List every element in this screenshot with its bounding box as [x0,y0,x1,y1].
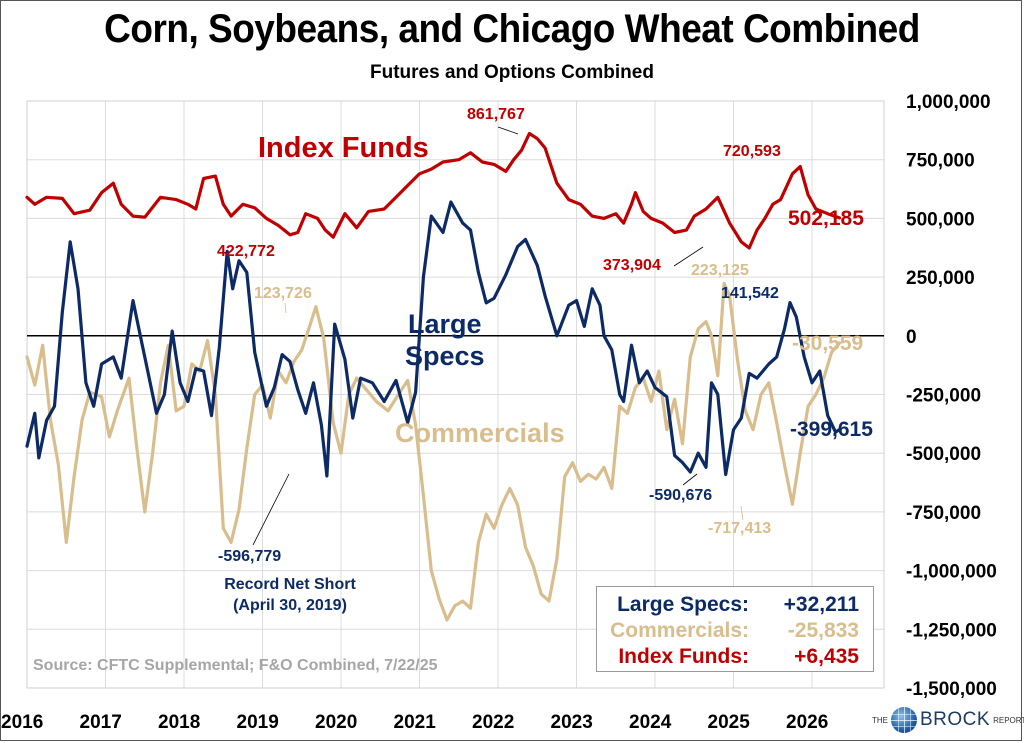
plot-area-border [26,100,885,689]
legend-value: -25,833 [787,619,859,642]
annotation-leader-line [497,126,519,135]
y-tick-label: 250,000 [906,268,975,289]
annotation-leader-line [252,473,290,546]
legend-value: +6,435 [794,645,859,668]
last-value-commercials: -30,559 [792,332,863,355]
logo-brock: BROCK [920,709,991,730]
y-tick-label: -1,500,000 [906,679,997,700]
y-axis-ticks: 1,000,000 750,000 500,000 250,000 0 -250,000 -… [906,92,997,700]
globe-icon [891,707,917,733]
annotation-specs-peak: 141,542 [721,285,779,302]
source-note: Source: CFTC Supplemental; F&O Combined,… [33,657,438,674]
y-tick-label: -1,250,000 [906,620,997,641]
y-tick-label: 1,000,000 [906,92,991,113]
series-line-commercials [25,281,842,622]
annotation-index-low-2025: 373,904 [603,257,661,274]
series-label-index-funds: Index Funds [258,132,429,164]
chart-subtitle: Futures and Options Combined [370,62,654,83]
y-tick-label: -250,000 [906,386,981,407]
y-tick-label: 500,000 [906,209,975,230]
chart-title: Corn, Soybeans, and Chicago Wheat Combin… [104,6,920,51]
annotation-record-date: (April 30, 2019) [233,597,347,614]
x-tick-label: 2021 [394,712,437,733]
annotation-index-peak-2025: 720,593 [723,143,781,160]
y-tick-label: 0 [906,327,917,348]
annotation-index-low: 422,772 [217,243,275,260]
x-tick-label: 2020 [315,712,357,733]
last-value-index-funds: 502,185 [788,207,864,230]
y-tick-label: 750,000 [906,151,975,172]
x-tick-label: 2018 [158,712,200,733]
x-tick-label: 2025 [708,712,751,733]
logo-report: REPORT [993,715,1024,725]
change-legend-box: Large Specs: +32,211 Commercials: -25,83… [596,586,874,672]
legend-label: Index Funds: [618,645,749,668]
series-lines [25,131,842,622]
series-line-large-specs [25,200,842,478]
series-label-large-specs: Specs [405,341,485,371]
x-tick-label: 2017 [80,712,122,733]
x-tick-label: 2026 [786,712,828,733]
x-tick-label: 2016 [1,712,43,733]
annotation-commercials-peak: 123,726 [254,285,312,302]
brock-report-logo: THE BROCK REPORT [872,706,1024,734]
annotation-commercials-low: -717,413 [708,520,771,537]
x-tick-label: 2019 [237,712,279,733]
series-line-index-funds [25,131,842,250]
annotation-leader-line [740,505,744,521]
annotation-leader-line [673,246,704,267]
legend-value: +32,211 [783,593,859,616]
series-label-large-specs: Large [408,309,482,339]
gridlines [26,100,885,689]
y-tick-label: -750,000 [906,503,981,524]
x-tick-label: 2023 [551,712,593,733]
series-label-commercials: Commercials [395,418,565,448]
y-tick-label: -1,000,000 [906,562,997,583]
annotation-commercials-peak-2024: 223,125 [691,262,749,279]
x-tick-label: 2022 [472,712,514,733]
logo-the: THE [872,715,888,725]
annotation-specs-low-2024: -590,676 [649,487,712,504]
y-tick-label: -500,000 [906,444,981,465]
annotation-leader-line [682,473,698,486]
annotation-index-peak: 861,767 [467,106,525,123]
annotation-record-net-short: Record Net Short [224,576,356,593]
x-axis-ticks: 2016 2017 2018 2019 2020 2021 2022 2023 2024 2025… [1,712,828,733]
legend-label: Large Specs: [617,593,749,616]
x-tick-label: 2024 [629,712,672,733]
annotation-specs-record-low: -596,779 [218,548,281,565]
annotation-leader-line [284,302,287,314]
last-value-large-specs: -399,615 [790,418,873,441]
legend-label: Commercials: [610,619,749,642]
